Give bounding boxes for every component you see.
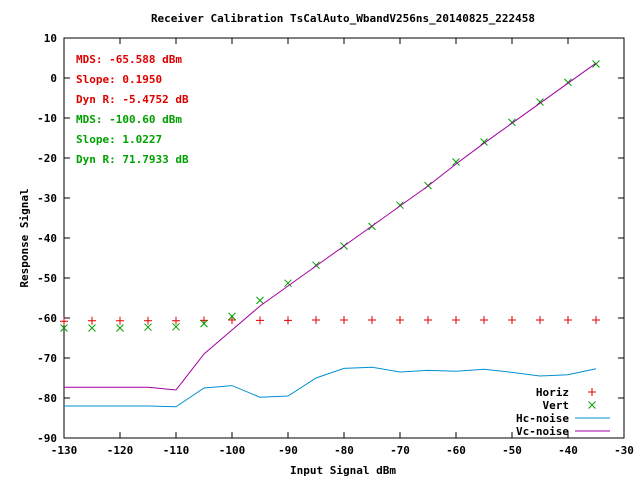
y-tick-label: -10 (37, 112, 57, 125)
data-point-horiz (536, 316, 544, 324)
y-tick-label: -30 (37, 192, 57, 205)
data-point-horiz (312, 316, 320, 324)
series-hc-noise (64, 366, 597, 408)
y-tick-label: -90 (37, 432, 57, 445)
stat-annotation: Dyn R: 71.7933 dB (76, 153, 189, 166)
data-point-horiz (424, 316, 432, 324)
y-tick-label: -60 (37, 312, 57, 325)
data-point-horiz (592, 316, 600, 324)
x-tick-label: -30 (614, 444, 634, 457)
series-line-vc-noise (64, 62, 597, 391)
x-tick-label: -130 (51, 444, 78, 457)
legend-label: Horiz (536, 386, 569, 399)
stat-annotation: Slope: 1.0227 (76, 133, 162, 146)
data-point-horiz (508, 316, 516, 324)
data-point-horiz (340, 316, 348, 324)
y-tick-label: 10 (44, 32, 57, 45)
data-point-vert (144, 323, 152, 332)
data-point-vert (256, 296, 264, 305)
data-point-horiz (480, 316, 488, 324)
x-tick-label: -50 (502, 444, 522, 457)
legend-label: Hc-noise (516, 412, 569, 425)
data-point-horiz (228, 316, 236, 324)
x-axis-label: Input Signal dBm (290, 464, 396, 477)
x-tick-label: -90 (278, 444, 298, 457)
y-tick-label: -80 (37, 392, 57, 405)
y-tick-label: -70 (37, 352, 57, 365)
data-point-horiz (256, 316, 264, 325)
data-point-vert (452, 158, 460, 166)
plot-area: -130 -120 -110 -100 -90 -80 -70 -60 -50 -40 -30-90… (37, 32, 634, 457)
data-point-horiz (284, 316, 292, 325)
chart-title: Receiver Calibration TsCalAuto_WbandV256… (151, 12, 535, 25)
data-point-horiz (452, 316, 460, 324)
stat-annotation: MDS: -65.588 dBm (76, 53, 182, 66)
legend-swatch-cross (588, 401, 596, 409)
data-point-horiz (564, 316, 572, 324)
data-point-vert (284, 279, 292, 288)
y-axis-label: Response Signal (18, 188, 31, 287)
y-tick-label: -40 (37, 232, 57, 245)
data-point-horiz (116, 316, 124, 325)
y-tick-label: -50 (37, 272, 57, 285)
legend-label: Vc-noise (516, 425, 569, 438)
data-point-vert (88, 324, 96, 332)
series-vert (60, 60, 600, 332)
x-tick-label: -80 (334, 444, 354, 457)
x-tick-label: -60 (446, 444, 466, 457)
x-tick-label: -120 (107, 444, 134, 457)
stat-annotation: Dyn R: -5.4752 dB (76, 93, 189, 106)
data-point-vert (116, 324, 124, 332)
data-point-vert (60, 324, 68, 332)
series-vc-noise (64, 62, 597, 391)
data-point-vert (228, 312, 236, 321)
data-point-vert (200, 319, 208, 328)
series-line-hc-noise (64, 366, 597, 408)
x-tick-label: -100 (219, 444, 246, 457)
x-tick-label: -70 (390, 444, 410, 457)
data-point-horiz (88, 316, 96, 325)
stat-annotation: MDS: -100.60 dBm (76, 113, 182, 126)
x-tick-label: -40 (558, 444, 578, 457)
y-tick-label: 0 (50, 72, 57, 85)
data-point-horiz (172, 316, 180, 325)
data-point-vert (592, 60, 600, 68)
data-point-horiz (144, 316, 152, 325)
data-point-horiz (396, 316, 404, 324)
legend-swatch-plus (588, 388, 596, 396)
data-point-horiz (60, 317, 68, 326)
data-point-vert (172, 322, 180, 331)
series-horiz (60, 316, 600, 326)
y-tick-label: -20 (37, 152, 57, 165)
data-point-horiz (368, 316, 376, 324)
stat-annotation: Slope: 0.1950 (76, 73, 162, 86)
x-tick-label: -110 (163, 444, 190, 457)
legend-label: Vert (543, 399, 570, 412)
